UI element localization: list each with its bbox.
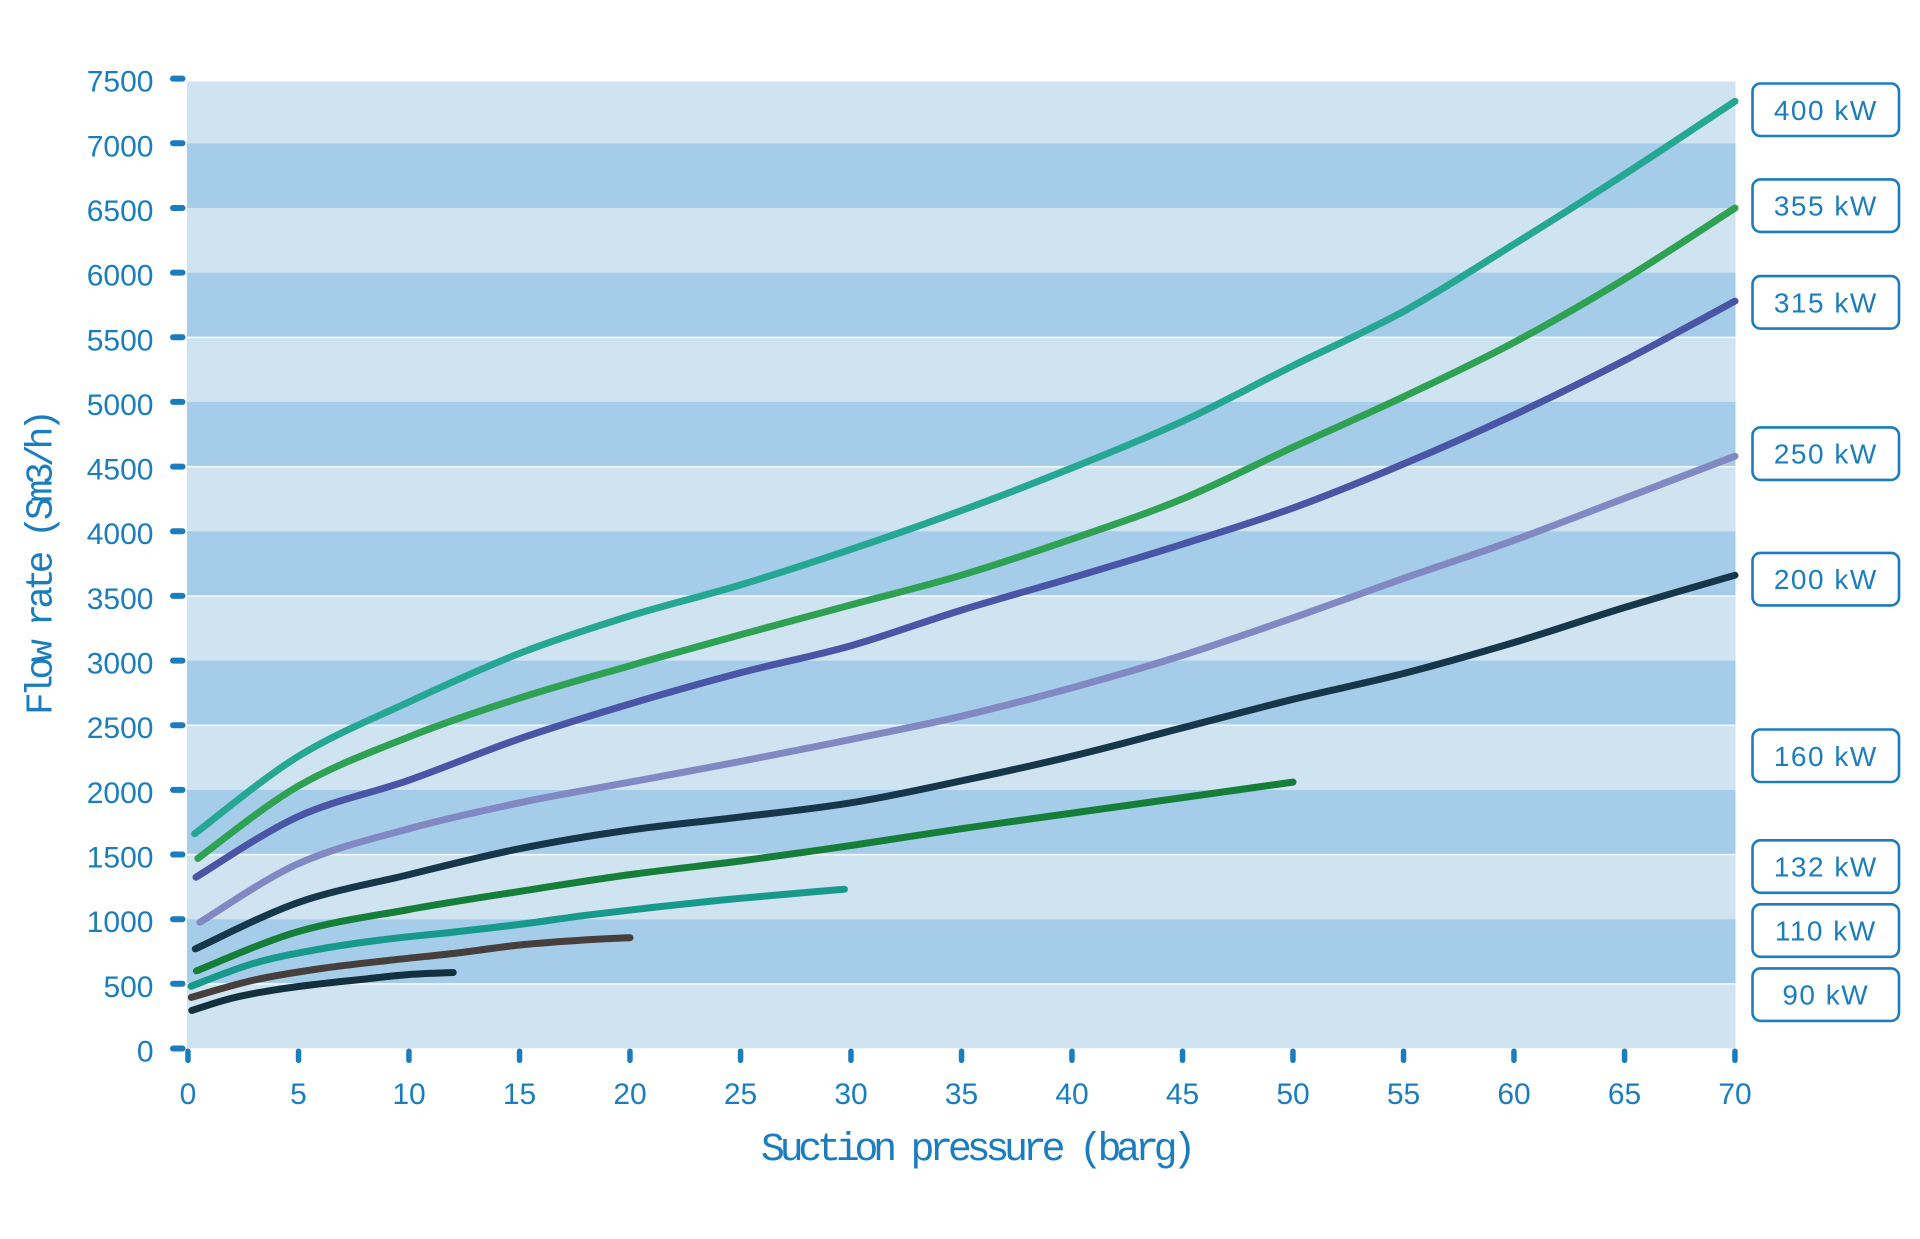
svg-text:50: 50 [1276,1078,1309,1111]
svg-text:355 kW: 355 kW [1774,191,1878,222]
svg-text:5000: 5000 [87,389,154,422]
svg-text:55: 55 [1387,1078,1420,1111]
svg-text:Flow rate (Sm3/h): Flow rate (Sm3/h) [20,414,63,715]
svg-text:25: 25 [724,1078,757,1111]
svg-text:65: 65 [1608,1078,1641,1111]
svg-text:6500: 6500 [87,195,154,228]
svg-text:70: 70 [1718,1078,1751,1111]
svg-text:4000: 4000 [87,518,154,551]
svg-text:45: 45 [1166,1078,1199,1111]
svg-text:1000: 1000 [87,906,154,939]
svg-text:110 kW: 110 kW [1775,916,1877,947]
svg-text:Suction pressure (barg): Suction pressure (barg) [761,1128,1191,1173]
svg-text:40: 40 [1055,1078,1088,1111]
svg-text:500: 500 [103,971,153,1004]
svg-text:7500: 7500 [87,66,154,99]
svg-text:315 kW: 315 kW [1774,287,1878,318]
svg-text:7000: 7000 [87,130,154,163]
svg-text:400 kW: 400 kW [1774,95,1878,126]
svg-text:15: 15 [503,1078,536,1111]
svg-text:60: 60 [1497,1078,1530,1111]
svg-text:2500: 2500 [87,712,154,745]
svg-text:132 kW: 132 kW [1774,852,1878,883]
svg-text:30: 30 [834,1078,867,1111]
svg-text:5: 5 [290,1078,307,1111]
svg-text:3000: 3000 [87,648,154,681]
svg-text:35: 35 [945,1078,978,1111]
svg-text:160 kW: 160 kW [1774,741,1878,772]
svg-text:2000: 2000 [87,777,154,810]
svg-text:90 kW: 90 kW [1782,980,1869,1011]
svg-text:4500: 4500 [87,454,154,487]
svg-text:250 kW: 250 kW [1774,439,1878,470]
svg-text:1500: 1500 [87,842,154,875]
svg-text:5500: 5500 [87,324,154,357]
svg-text:200 kW: 200 kW [1774,564,1878,595]
svg-text:0: 0 [137,1036,154,1069]
svg-text:0: 0 [180,1078,197,1111]
svg-text:10: 10 [392,1078,425,1111]
svg-text:6000: 6000 [87,260,154,293]
svg-text:3500: 3500 [87,583,154,616]
svg-text:20: 20 [613,1078,646,1111]
